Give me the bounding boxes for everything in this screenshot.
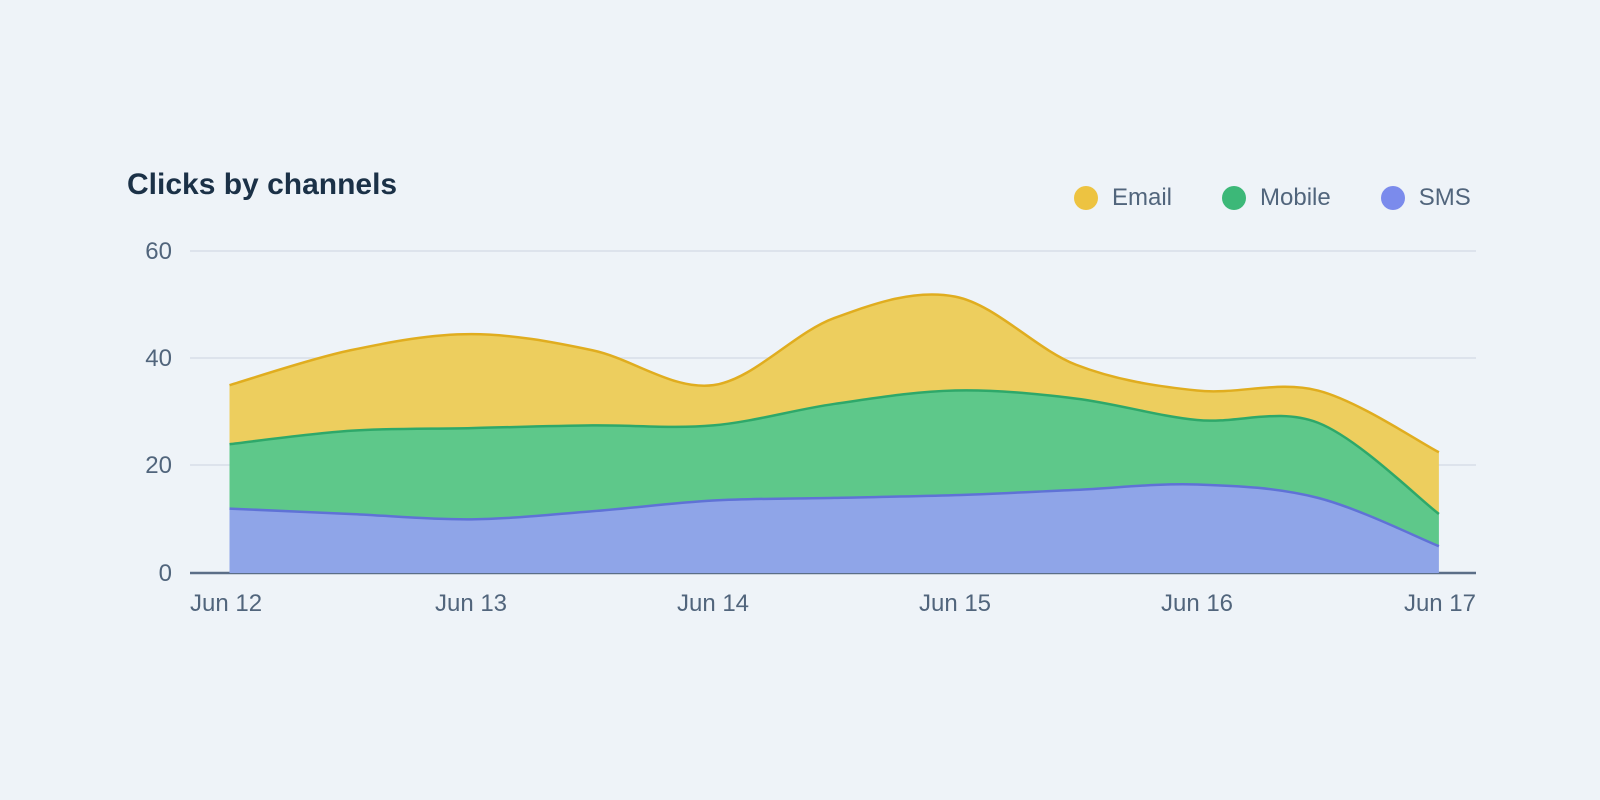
svg-text:Jun 17: Jun 17 <box>1404 590 1476 617</box>
svg-text:20: 20 <box>145 452 172 479</box>
svg-text:60: 60 <box>145 238 172 265</box>
svg-text:Jun 15: Jun 15 <box>919 590 991 617</box>
svg-text:Jun 13: Jun 13 <box>435 590 507 617</box>
svg-text:Jun 16: Jun 16 <box>1161 590 1233 617</box>
svg-text:40: 40 <box>145 345 172 372</box>
svg-text:Jun 14: Jun 14 <box>677 590 749 617</box>
svg-text:0: 0 <box>159 560 172 587</box>
svg-text:Jun 12: Jun 12 <box>190 590 262 617</box>
